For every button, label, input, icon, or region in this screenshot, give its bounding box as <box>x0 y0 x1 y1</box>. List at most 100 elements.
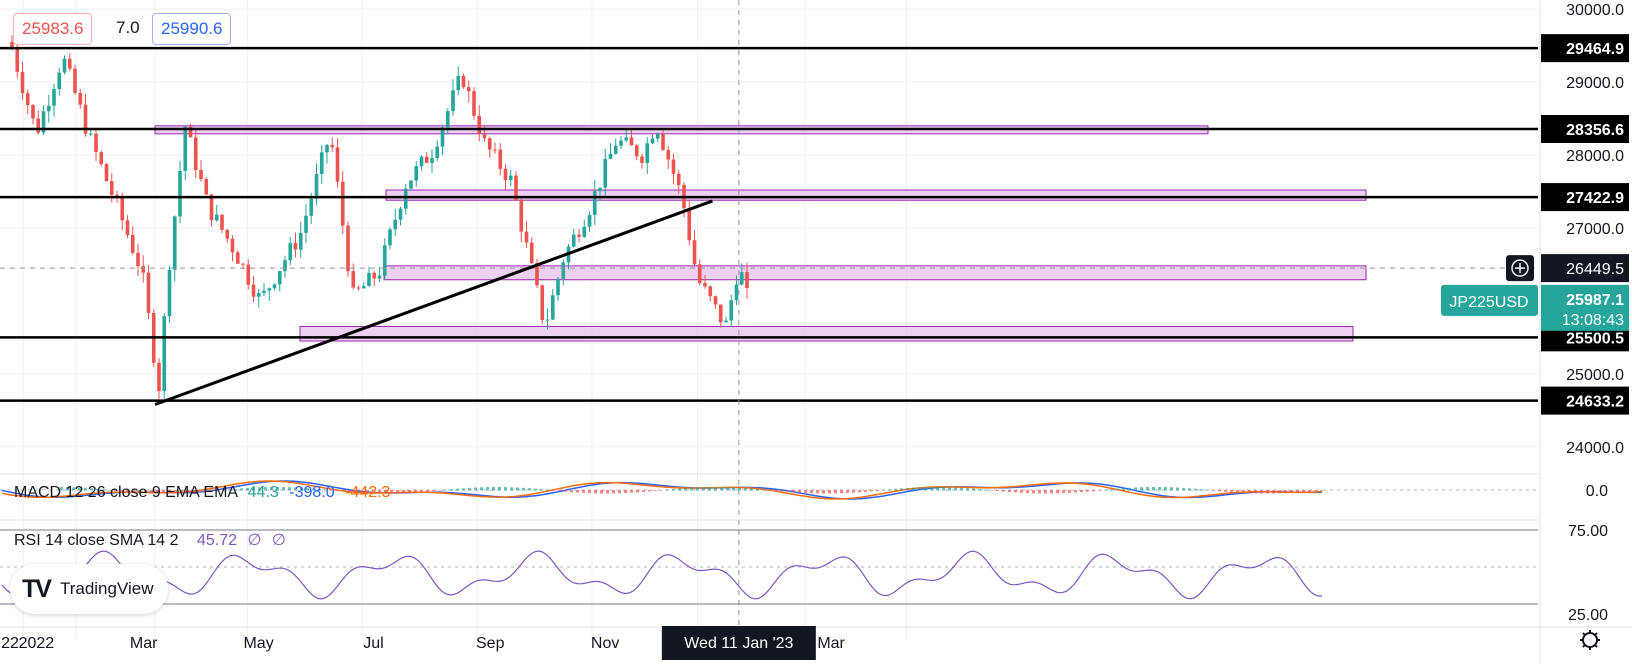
candle-body[interactable] <box>199 170 203 180</box>
candle-body[interactable] <box>498 149 503 169</box>
candle-body[interactable] <box>183 126 188 171</box>
candle-body[interactable] <box>172 216 177 270</box>
candle-body[interactable] <box>304 215 308 233</box>
symbol-badge-bg[interactable] <box>1441 284 1538 316</box>
candle-body[interactable] <box>46 105 51 112</box>
candle-body[interactable] <box>519 200 524 232</box>
candle-body[interactable] <box>598 187 602 192</box>
candle-body[interactable] <box>666 149 671 160</box>
candle-body[interactable] <box>671 159 676 174</box>
candle-body[interactable] <box>503 168 508 181</box>
candle-body[interactable] <box>403 188 408 209</box>
rsi-legend[interactable]: RSI 14 close SMA 14 2 45.72 ∅ ∅ <box>14 530 286 550</box>
candle-body[interactable] <box>655 134 660 139</box>
candle-body[interactable] <box>335 147 340 182</box>
candle-body[interactable] <box>272 284 277 289</box>
candle-body[interactable] <box>267 288 272 291</box>
candle-body[interactable] <box>634 145 639 157</box>
candle-body[interactable] <box>319 152 324 174</box>
candle-body[interactable] <box>220 214 224 230</box>
candle-body[interactable] <box>524 231 529 243</box>
candle-body[interactable] <box>440 127 445 147</box>
candle-body[interactable] <box>83 104 88 134</box>
candle-body[interactable] <box>52 89 56 106</box>
candle-body[interactable] <box>62 58 67 73</box>
candle-body[interactable] <box>20 71 25 94</box>
candle-body[interactable] <box>514 175 518 201</box>
candle-body[interactable] <box>535 263 539 286</box>
candle-body[interactable] <box>424 156 429 163</box>
range-zone[interactable] <box>299 325 1354 342</box>
candle-body[interactable] <box>739 272 744 285</box>
tradingview-badge[interactable]: TV TradingView <box>10 564 168 614</box>
candle-body[interactable] <box>15 49 20 72</box>
candle-body[interactable] <box>729 300 734 321</box>
candle-body[interactable] <box>209 194 214 221</box>
candle-body[interactable] <box>445 111 450 128</box>
candle-body[interactable] <box>466 87 471 92</box>
candle-body[interactable] <box>288 243 293 261</box>
candle-body[interactable] <box>493 149 497 151</box>
candle-body[interactable] <box>188 126 193 138</box>
candle-body[interactable] <box>377 275 382 279</box>
candle-body[interactable] <box>692 240 697 265</box>
candle-body[interactable] <box>613 145 618 154</box>
candle-body[interactable] <box>283 260 287 272</box>
candle-body[interactable] <box>225 229 230 239</box>
candle-body[interactable] <box>314 173 319 199</box>
range-zone[interactable] <box>385 189 1367 201</box>
candle-body[interactable] <box>125 220 130 235</box>
candle-body[interactable] <box>451 90 455 112</box>
candle-body[interactable] <box>687 208 692 241</box>
candle-body[interactable] <box>167 269 172 317</box>
candle-body[interactable] <box>482 134 487 139</box>
candle-body[interactable] <box>330 144 335 148</box>
candle-body[interactable] <box>388 229 392 246</box>
candle-body[interactable] <box>398 208 403 220</box>
candle-body[interactable] <box>540 285 545 321</box>
settings-gear-icon[interactable] <box>1580 630 1600 650</box>
candle-body[interactable] <box>130 234 135 253</box>
candle-body[interactable] <box>676 173 681 186</box>
candle-body[interactable] <box>409 180 413 189</box>
candle-body[interactable] <box>73 68 77 93</box>
candle-body[interactable] <box>582 226 587 237</box>
candle-body[interactable] <box>346 225 350 272</box>
candle-body[interactable] <box>545 319 550 321</box>
candle-body[interactable] <box>393 219 398 230</box>
candle-body[interactable] <box>241 263 245 265</box>
candle-body[interactable] <box>734 284 739 301</box>
candle-body[interactable] <box>204 179 209 195</box>
candle-body[interactable] <box>529 242 534 264</box>
candle-body[interactable] <box>556 278 560 296</box>
candle-body[interactable] <box>461 75 466 88</box>
candle-body[interactable] <box>78 92 83 105</box>
candle-body[interactable] <box>718 304 723 323</box>
candle-body[interactable] <box>251 284 256 297</box>
candle-body[interactable] <box>708 286 713 297</box>
candle-body[interactable] <box>624 137 629 141</box>
candle-body[interactable] <box>487 138 492 150</box>
candle-body[interactable] <box>661 134 665 150</box>
candle-body[interactable] <box>640 156 644 163</box>
candle-body[interactable] <box>430 158 434 163</box>
candle-body[interactable] <box>157 362 161 392</box>
candle-body[interactable] <box>367 272 371 287</box>
candle-body[interactable] <box>10 41 14 50</box>
candle-body[interactable] <box>235 252 240 264</box>
candle-body[interactable] <box>419 156 424 167</box>
candle-body[interactable] <box>120 197 125 221</box>
ask-price-box[interactable]: 25990.6 <box>152 13 232 45</box>
candle-body[interactable] <box>293 243 298 250</box>
candle-body[interactable] <box>262 290 266 294</box>
candle-body[interactable] <box>246 264 251 285</box>
candle-body[interactable] <box>277 271 282 285</box>
candle-body[interactable] <box>146 272 151 313</box>
candle-body[interactable] <box>325 144 329 153</box>
candle-body[interactable] <box>603 158 608 188</box>
candle-body[interactable] <box>361 286 366 289</box>
candle-body[interactable] <box>619 140 623 146</box>
candle-body[interactable] <box>550 295 555 320</box>
candle-body[interactable] <box>645 143 650 163</box>
